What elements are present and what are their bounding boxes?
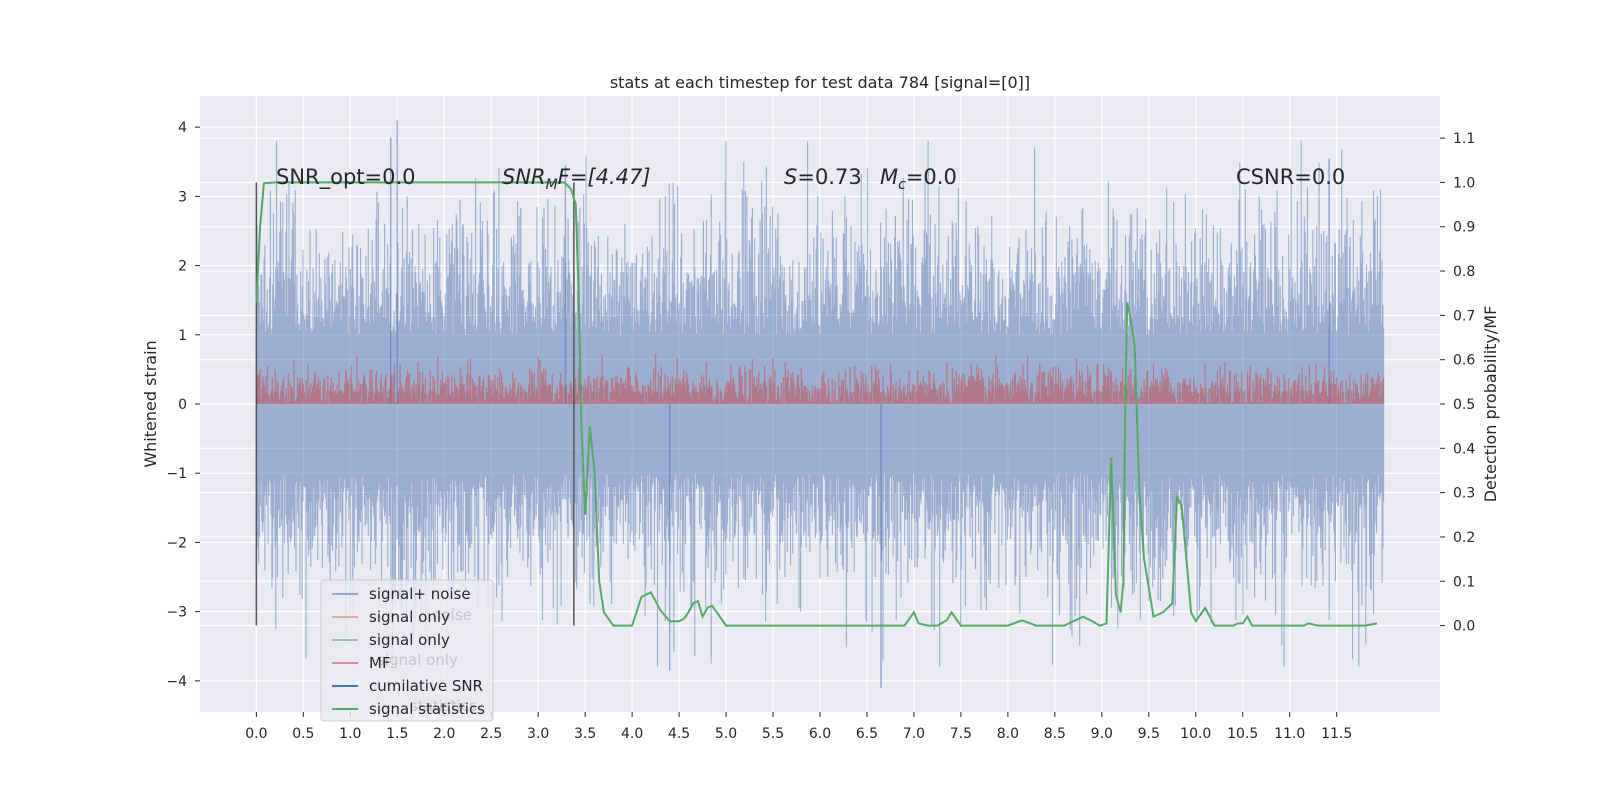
x-tick-label: 3.5 — [574, 726, 596, 742]
y2-tick-label: 0.4 — [1453, 441, 1475, 457]
x-axis: 0.0 0.5 1.0 1.5 2.0 2.5 3.0 3.5 4.0 4.5 5.0 5.5 6.0 6… — [245, 712, 1352, 742]
y2-tick-label: 0.0 — [1453, 619, 1475, 635]
y-tick-label: 2 — [178, 259, 187, 275]
legend-label-statistics: signal statistics — [369, 700, 485, 718]
y2-tick-label: 0.8 — [1453, 264, 1475, 280]
y-tick-label: −1 — [166, 466, 187, 482]
x-tick-label: 11.0 — [1274, 726, 1305, 742]
y-tick-label: 0 — [178, 397, 187, 413]
y2-tick-label: 0.9 — [1453, 220, 1475, 236]
x-tick-label: 2.5 — [480, 726, 502, 742]
legend-label-signal-only-2: signal only — [369, 631, 450, 649]
mc-symbol: M — [880, 165, 898, 189]
y-tick-label: −3 — [166, 605, 187, 621]
x-tick-label: 4.0 — [621, 726, 643, 742]
y-tick-label: −4 — [166, 674, 187, 690]
legend-frame — [320, 579, 494, 722]
chart-title: stats at each timestep for test data 784… — [610, 73, 1030, 92]
snr-mf-subscript: M — [546, 177, 558, 193]
annotation-mc: Mc=0.0 — [880, 165, 957, 193]
y2-tick-label: 0.5 — [1453, 397, 1475, 413]
annotation-snr-opt: SNR_opt=0.0 — [276, 165, 416, 190]
x-tick-label: 4.5 — [668, 726, 690, 742]
x-tick-label: 3.0 — [527, 726, 549, 742]
x-tick-label: 7.5 — [950, 726, 972, 742]
x-tick-label: 2.0 — [433, 726, 455, 742]
mc-subscript: c — [898, 177, 906, 193]
x-tick-label: 6.5 — [856, 726, 878, 742]
y-tick-label: 4 — [178, 120, 187, 136]
y-tick-label: 3 — [178, 189, 187, 205]
y2-tick-label: 0.3 — [1453, 486, 1475, 502]
y2-tick-label: 1.1 — [1453, 131, 1475, 147]
y2-tick-label: 0.1 — [1453, 574, 1475, 590]
x-tick-label: 5.5 — [762, 726, 784, 742]
y2-axis-label: Detection probability/MF — [1481, 306, 1500, 503]
x-tick-label: 1.0 — [339, 726, 361, 742]
snr-mf-value: F=[4.47] — [558, 165, 651, 189]
x-tick-label: 7.0 — [903, 726, 925, 742]
x-tick-label: 8.0 — [997, 726, 1019, 742]
x-tick-label: 5.0 — [715, 726, 737, 742]
x-tick-label: 10.5 — [1227, 726, 1258, 742]
annotation-snr-mf: SNRMF=[4.47] — [502, 165, 651, 193]
y2-tick-label: 0.2 — [1453, 530, 1475, 546]
x-tick-label: 11.5 — [1321, 726, 1352, 742]
y-axis-right: 1.1 1.0 0.9 0.8 0.7 0.6 0.5 0.4 0.3 0.2 0.1 0.0 — [1440, 131, 1475, 635]
annotation-csnr: CSNR=0.0 — [1236, 165, 1345, 189]
legend-ghost-noise: noise — [432, 606, 472, 624]
legend-label-signal-only-1: signal only — [369, 608, 450, 626]
y2-tick-label: 0.6 — [1453, 353, 1475, 369]
legend-ghost-statistics: statistics — [410, 697, 477, 715]
y-tick-label: −2 — [166, 535, 187, 551]
x-tick-label: 0.0 — [245, 726, 267, 742]
annotation-s: S=0.73 — [784, 165, 862, 189]
x-tick-label: 6.0 — [809, 726, 831, 742]
vertical-markers — [255, 182, 575, 626]
signal-statistics-line — [255, 181, 1378, 627]
x-tick-label: 0.5 — [292, 726, 314, 742]
s-value: =0.73 — [797, 165, 861, 189]
s-symbol: S — [784, 165, 797, 189]
legend-ghost-signal-only: signal only — [377, 651, 458, 669]
signal-statistics-series — [255, 181, 1378, 627]
x-tick-label: 9.5 — [1138, 726, 1160, 742]
y-tick-label: 1 — [178, 328, 187, 344]
x-tick-label: 9.0 — [1091, 726, 1113, 742]
legend-label-mf: MF — [369, 654, 391, 672]
legend-label-signal-noise: signal+ noise — [369, 585, 471, 603]
x-tick-label: 8.5 — [1044, 726, 1066, 742]
mc-value: =0.0 — [906, 165, 957, 189]
y2-tick-label: 0.7 — [1453, 308, 1475, 324]
x-tick-label: 10.0 — [1180, 726, 1211, 742]
legend: noise signal only statistics signal+ noi… — [320, 579, 494, 722]
y-axis-left: 4 3 2 1 0 −1 −2 −3 −4 — [166, 120, 200, 690]
snr-mf-symbol: SNR — [502, 165, 546, 189]
y2-tick-label: 1.0 — [1453, 175, 1475, 191]
x-tick-label: 1.5 — [386, 726, 408, 742]
y-axis-label: Whitened strain — [141, 340, 160, 467]
legend-label-cumulative-snr: cumilative SNR — [369, 677, 483, 695]
